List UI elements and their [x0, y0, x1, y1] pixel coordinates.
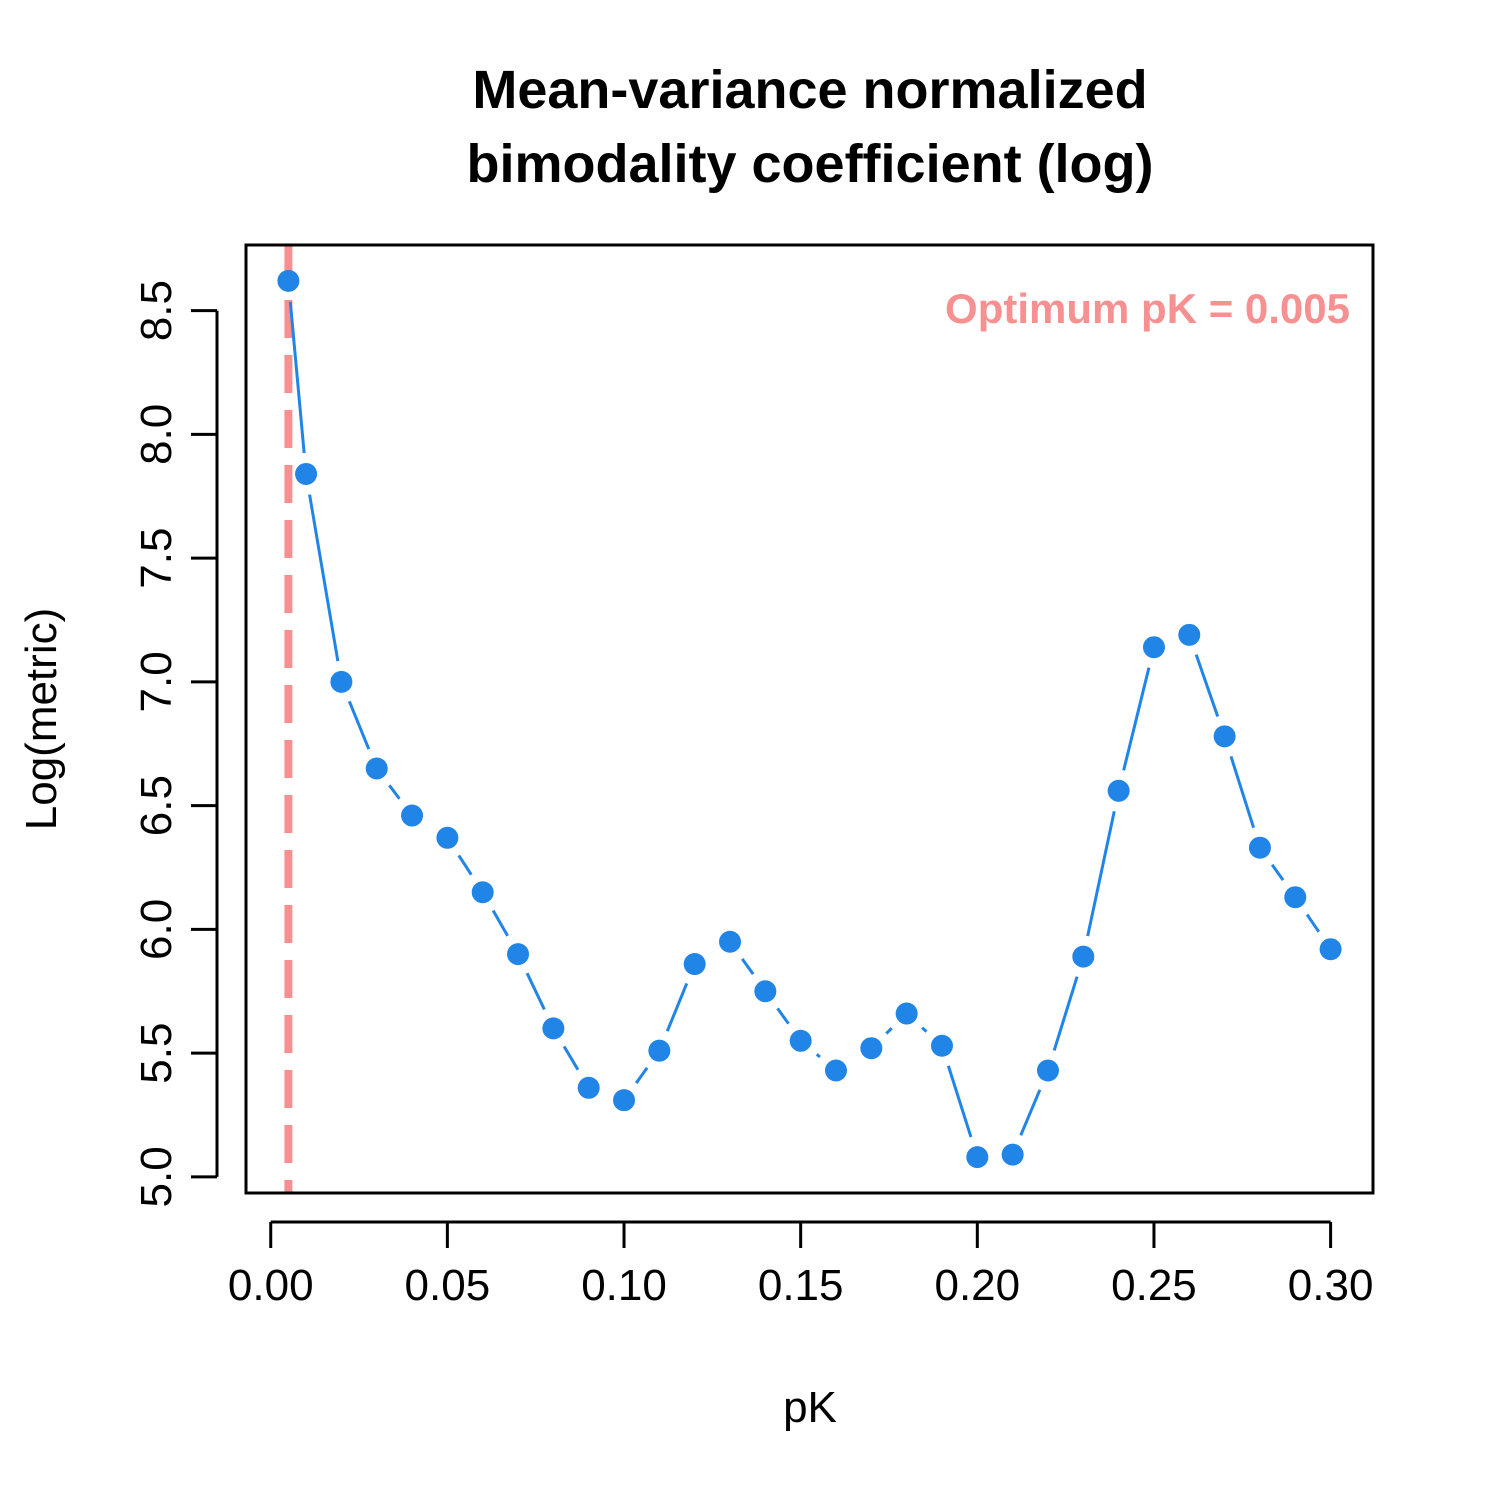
data-point — [1284, 886, 1307, 909]
series-segment — [388, 784, 401, 800]
data-point — [277, 269, 300, 292]
data-point — [1178, 623, 1201, 646]
data-point — [542, 1017, 565, 1040]
y-axis-label: Log(metric) — [17, 608, 66, 831]
series-segment — [1194, 654, 1220, 717]
series-segment — [776, 1007, 790, 1025]
series-segment — [885, 1027, 893, 1035]
y-tick-label: 5.0 — [132, 1146, 181, 1207]
series-segment — [1122, 667, 1151, 771]
chart-title-line-2: bimodality coefficient (log) — [466, 134, 1153, 194]
data-point — [365, 757, 388, 780]
series-segment — [665, 982, 689, 1032]
series-segment — [1305, 913, 1321, 933]
x-tick-label: 0.20 — [934, 1261, 1020, 1310]
data-point — [754, 980, 777, 1003]
x-tick-label: 0.10 — [581, 1261, 667, 1310]
y-tick-label: 6.0 — [132, 899, 181, 960]
data-point — [613, 1089, 636, 1112]
y-tick-label: 7.5 — [132, 528, 181, 589]
series-segment — [562, 1045, 580, 1071]
data-point — [789, 1029, 812, 1052]
data-point — [577, 1076, 600, 1099]
y-tick-label: 8.0 — [132, 404, 181, 465]
series-segment — [288, 301, 306, 454]
series-segment — [946, 1065, 973, 1138]
x-tick-label: 0.30 — [1288, 1261, 1374, 1310]
x-axis: 0.00 0.05 0.10 0.15 0.20 0.25 0.30 — [228, 1220, 1374, 1310]
data-point — [1072, 945, 1095, 968]
data-point — [1319, 938, 1342, 961]
chart-title-line-1: Mean-variance normalized — [472, 60, 1147, 120]
series-segment — [308, 494, 340, 662]
data-point — [1142, 636, 1165, 659]
series-segment — [815, 1053, 821, 1059]
series-segment — [491, 909, 509, 937]
data-point — [824, 1059, 847, 1082]
x-tick-label: 0.15 — [758, 1261, 844, 1310]
data-point — [1036, 1059, 1059, 1082]
data-point — [930, 1034, 953, 1057]
series-segment — [1086, 811, 1116, 937]
x-axis-label: pK — [783, 1383, 837, 1432]
data-point — [507, 943, 530, 966]
data-point — [295, 462, 318, 485]
series-layer — [277, 269, 1342, 1169]
series-segment — [634, 1066, 649, 1084]
data-point — [471, 881, 494, 904]
data-point — [719, 930, 742, 953]
data-point — [1001, 1143, 1024, 1166]
data-point — [1248, 836, 1271, 859]
series-segment — [1019, 1089, 1042, 1136]
optimum-label: Optimum pK = 0.005 — [945, 285, 1350, 332]
y-tick-label: 7.0 — [132, 651, 181, 712]
data-point — [401, 804, 424, 827]
x-tick-label: 0.05 — [405, 1261, 491, 1310]
data-point — [1213, 725, 1236, 748]
y-tick-label: 6.5 — [132, 775, 181, 836]
series-segment — [921, 1026, 928, 1033]
series-segment — [525, 972, 546, 1011]
data-point — [648, 1039, 671, 1062]
series-segment — [740, 957, 755, 976]
y-tick-label: 8.5 — [132, 280, 181, 341]
x-tick-label: 0.00 — [228, 1261, 314, 1310]
data-point — [860, 1037, 883, 1060]
data-point — [683, 953, 706, 976]
series-segment — [347, 700, 371, 750]
y-axis: 5.0 5.5 6.0 6.5 7.0 7.5 8.0 8.5 — [132, 280, 219, 1207]
data-point — [966, 1146, 989, 1169]
series-segment — [1229, 755, 1256, 829]
data-point — [1107, 779, 1130, 802]
data-point — [895, 1002, 918, 1025]
series-segment — [457, 854, 473, 876]
data-point — [436, 826, 459, 849]
series-segment — [1270, 863, 1285, 881]
y-tick-label: 5.5 — [132, 1023, 181, 1084]
series-segment — [1052, 976, 1079, 1051]
data-point — [330, 670, 353, 693]
x-tick-label: 0.25 — [1111, 1261, 1197, 1310]
plot-frame — [244, 243, 1375, 1195]
